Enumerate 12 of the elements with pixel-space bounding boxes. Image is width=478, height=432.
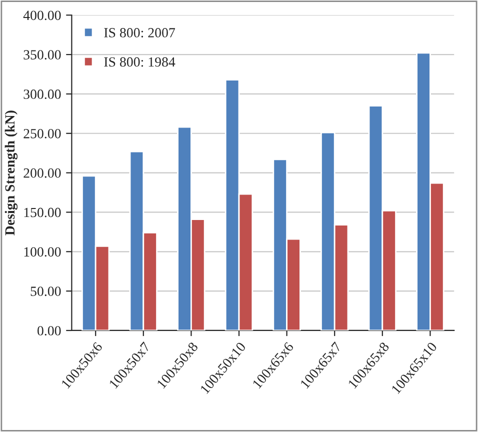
y-tick-label: 150.00 [24,208,61,218]
y-axis-title: Design Strength (kN) [4,110,18,236]
y-tick-label: 200.00 [24,168,61,178]
y-tick-label: 0.00 [38,326,61,336]
y-tick-label: 50.00 [30,286,61,296]
y-tick-label: 400.00 [23,10,61,20]
y-tick-label: 250.00 [24,128,61,138]
y-tick-label: 350.00 [24,50,61,60]
y-tick-label: 100.00 [24,247,61,257]
legend-label: IS 800: 2007 [104,28,176,38]
legend-label: IS 800: 1984 [104,57,176,67]
y-tick-label: 300.00 [24,90,61,99]
